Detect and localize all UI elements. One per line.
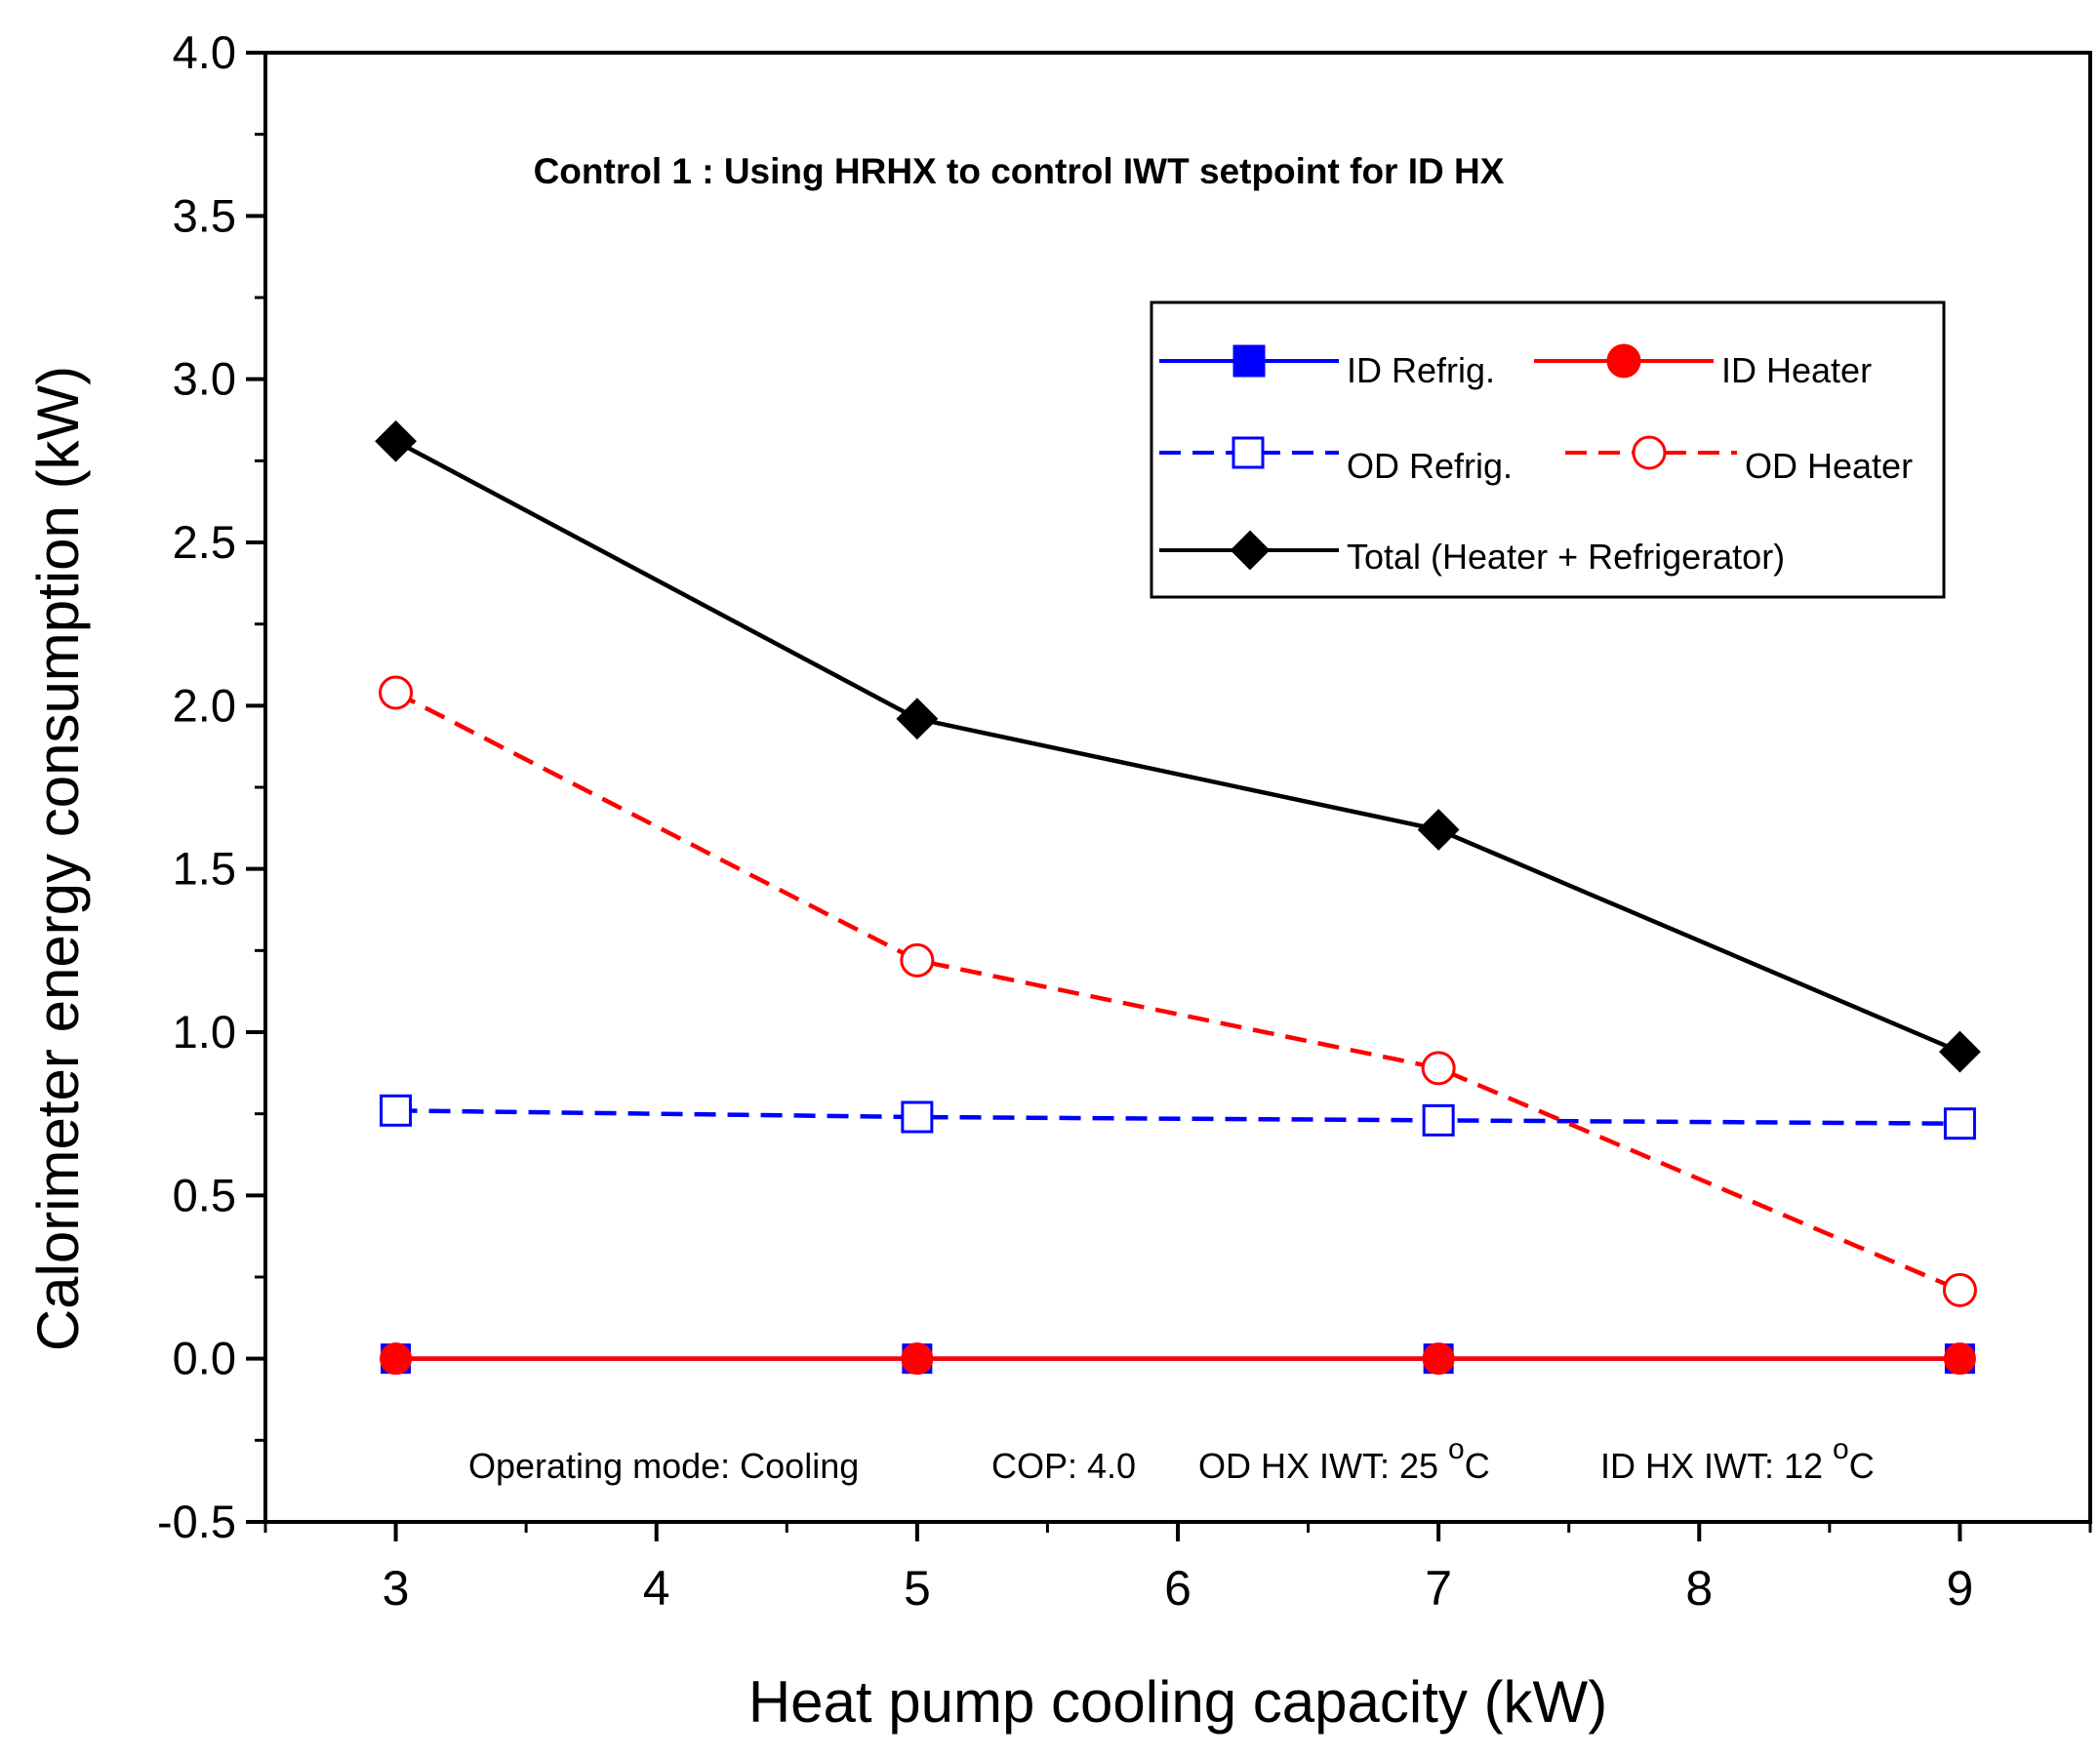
- annotation-id-degree: o: [1833, 1433, 1849, 1465]
- annotation-od-degree: o: [1448, 1433, 1465, 1465]
- point-id-heater: [1943, 1342, 1976, 1376]
- y-tick-label: 1.5: [173, 843, 236, 895]
- legend-marker-od-heater: [1632, 435, 1667, 470]
- annotation-od-iwt-value: OD HX IWT: 25: [1198, 1446, 1448, 1486]
- annotation-id-iwt-value: ID HX IWT: 12: [1600, 1446, 1833, 1486]
- y-tick-label: -0.5: [157, 1496, 236, 1547]
- point-id-heater: [1422, 1342, 1455, 1376]
- y-tick-label: 3.0: [173, 353, 236, 405]
- point-od-refrig: [380, 1094, 413, 1127]
- point-od-refrig: [901, 1100, 934, 1134]
- annotation-od-unit: C: [1465, 1446, 1490, 1486]
- y-tick-label: 2.0: [173, 679, 236, 731]
- legend-box: [1150, 300, 1946, 599]
- point-od-heater: [1421, 1051, 1456, 1086]
- legend-marker-id-refrig: [1232, 344, 1266, 378]
- legend-label-id-refrig: ID Refrig.: [1347, 350, 1495, 390]
- point-total-heater-refrigerator: [1417, 809, 1460, 851]
- y-tick-label: 2.5: [173, 516, 236, 568]
- series-line-od-refrig: [395, 1108, 1960, 1126]
- annotation-id-iwt: ID HX IWT: 12 oC: [1600, 1433, 1875, 1486]
- y-tick-label: 1.0: [173, 1006, 236, 1058]
- x-axis-ticks: 3 4 5 6 7 8 9: [263, 1522, 2092, 1616]
- legend-marker-od-refrig: [1232, 436, 1265, 469]
- point-id-heater: [380, 1342, 413, 1376]
- x-tick-label: 9: [1947, 1561, 1974, 1616]
- point-od-heater: [379, 675, 414, 710]
- annotation-mode: Operating mode: Cooling: [468, 1446, 859, 1486]
- x-tick-label: 8: [1685, 1561, 1713, 1616]
- legend-marker-total: [1230, 530, 1271, 571]
- point-od-refrig: [1422, 1103, 1455, 1137]
- y-tick-label: 0.0: [173, 1333, 236, 1384]
- x-tick-label: 6: [1164, 1561, 1191, 1616]
- x-tick-label: 4: [643, 1561, 670, 1616]
- x-tick-label: 7: [1425, 1561, 1452, 1616]
- x-tick-label: 5: [904, 1561, 931, 1616]
- series-line-od-heater: [394, 690, 1961, 1293]
- point-od-heater: [900, 942, 935, 978]
- y-axis-title: Calorimeter energy consumption (kW): [25, 366, 91, 1351]
- series-layer: [375, 420, 1981, 1376]
- x-tick-label: 3: [383, 1561, 410, 1616]
- chart-title: Control 1 : Using HRHX to control IWT se…: [534, 151, 1505, 191]
- operating-conditions-annotation: Operating mode: Cooling COP: 4.0 OD HX I…: [468, 1433, 1875, 1486]
- y-tick-label: 0.5: [173, 1169, 236, 1220]
- legend-label-od-refrig: OD Refrig.: [1347, 446, 1513, 486]
- annotation-cop: COP: 4.0: [991, 1446, 1136, 1486]
- legend-label-id-heater: ID Heater: [1721, 350, 1872, 390]
- y-tick-label: 4.0: [173, 26, 236, 78]
- point-id-heater: [901, 1342, 934, 1376]
- legend-label-od-heater: OD Heater: [1745, 446, 1913, 486]
- series-line-total-heater-refrigerator: [394, 439, 1961, 1055]
- point-total-heater-refrigerator: [896, 698, 939, 740]
- legend: ID Refrig. ID Heater OD Refrig. OD Heate…: [1150, 300, 1946, 599]
- point-od-heater: [1942, 1272, 1977, 1307]
- annotation-od-iwt: OD HX IWT: 25 oC: [1198, 1433, 1490, 1486]
- annotation-id-unit: C: [1849, 1446, 1875, 1486]
- point-total-heater-refrigerator: [375, 420, 417, 462]
- legend-marker-id-heater: [1606, 343, 1641, 379]
- y-tick-label: 3.5: [173, 189, 236, 241]
- y-axis-ticks: -0.5 0.0 0.5 1.0 1.5 2.0 2.5 3.0 3.5 4.0: [157, 26, 265, 1547]
- legend-label-total: Total (Heater + Refrigerator): [1347, 537, 1785, 577]
- point-od-refrig: [1943, 1107, 1976, 1140]
- point-total-heater-refrigerator: [1939, 1030, 1981, 1073]
- x-axis-title: Heat pump cooling capacity (kW): [748, 1669, 1607, 1735]
